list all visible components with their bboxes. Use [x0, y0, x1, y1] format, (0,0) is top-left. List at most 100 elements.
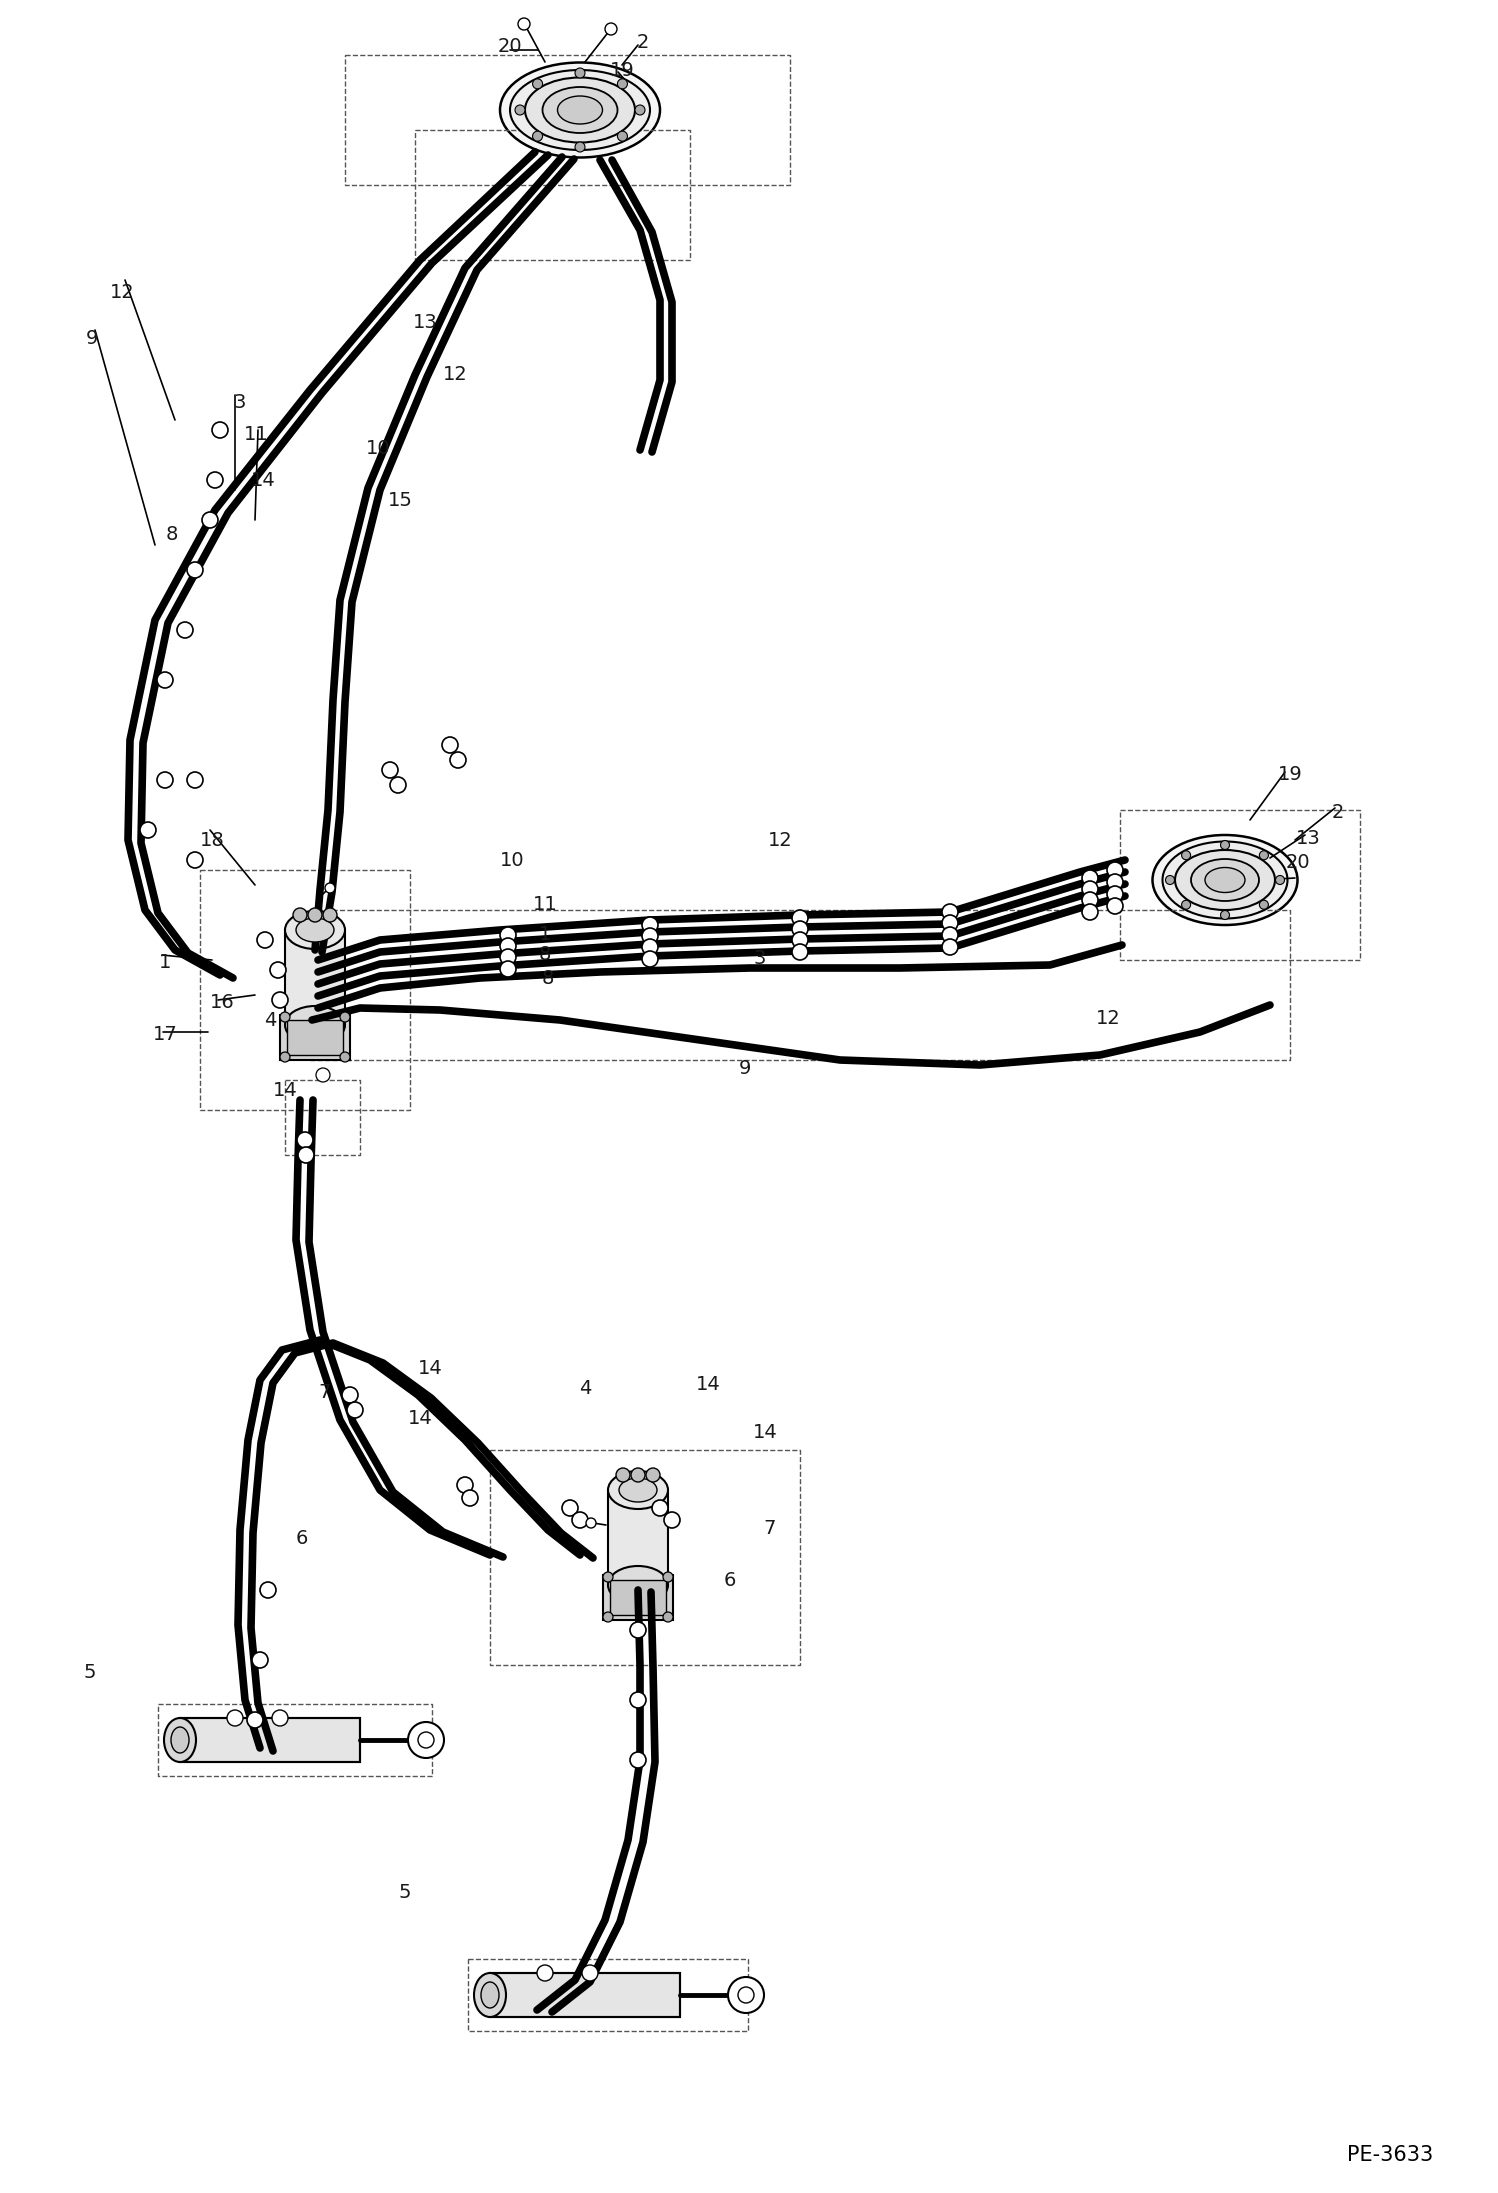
- Circle shape: [631, 1467, 646, 1482]
- Circle shape: [792, 943, 807, 961]
- Text: 20: 20: [1285, 853, 1311, 871]
- Text: 8: 8: [166, 526, 178, 544]
- Ellipse shape: [524, 77, 635, 143]
- Circle shape: [617, 79, 628, 90]
- Circle shape: [1107, 875, 1124, 890]
- Ellipse shape: [542, 88, 617, 134]
- Circle shape: [1182, 851, 1191, 860]
- Circle shape: [324, 908, 337, 921]
- Circle shape: [500, 961, 515, 978]
- Ellipse shape: [297, 919, 334, 943]
- Circle shape: [605, 22, 617, 35]
- Text: 14: 14: [752, 1423, 777, 1441]
- Text: 5: 5: [84, 1662, 96, 1682]
- Text: 16: 16: [210, 993, 234, 1011]
- Circle shape: [1275, 875, 1284, 884]
- Circle shape: [572, 1511, 589, 1529]
- Circle shape: [1221, 840, 1230, 849]
- Circle shape: [457, 1478, 473, 1493]
- Bar: [608, 1489, 668, 1586]
- Text: 17: 17: [153, 1026, 177, 1044]
- Text: 19: 19: [1278, 765, 1302, 785]
- Ellipse shape: [285, 1007, 345, 1044]
- Ellipse shape: [509, 70, 650, 149]
- Text: 10: 10: [500, 851, 524, 868]
- Ellipse shape: [285, 910, 345, 950]
- Ellipse shape: [171, 1728, 189, 1752]
- Circle shape: [252, 1651, 268, 1669]
- Circle shape: [500, 939, 515, 954]
- Text: 12: 12: [1095, 1009, 1121, 1029]
- Circle shape: [617, 132, 628, 140]
- Circle shape: [1107, 897, 1124, 914]
- Text: 1: 1: [539, 925, 551, 945]
- Circle shape: [631, 1623, 646, 1638]
- Text: 14: 14: [250, 471, 276, 489]
- Circle shape: [631, 1752, 646, 1768]
- Circle shape: [187, 561, 204, 579]
- Circle shape: [187, 853, 204, 868]
- Circle shape: [325, 884, 336, 893]
- Circle shape: [664, 1572, 673, 1581]
- Text: 6: 6: [295, 1529, 309, 1548]
- Text: 18: 18: [199, 831, 225, 849]
- Bar: [288, 1020, 343, 1055]
- Ellipse shape: [163, 1717, 196, 1761]
- Circle shape: [536, 1965, 553, 1980]
- Text: 14: 14: [407, 1408, 433, 1428]
- Bar: [604, 1575, 673, 1621]
- Circle shape: [500, 950, 515, 965]
- Circle shape: [646, 1467, 661, 1482]
- Circle shape: [792, 932, 807, 947]
- Circle shape: [1082, 882, 1098, 897]
- Circle shape: [1260, 901, 1269, 910]
- Text: 2: 2: [1332, 803, 1344, 822]
- Ellipse shape: [473, 1974, 506, 2018]
- Circle shape: [342, 1386, 358, 1404]
- Text: 5: 5: [398, 1882, 412, 1901]
- Text: 13: 13: [1296, 829, 1320, 846]
- Circle shape: [1165, 875, 1174, 884]
- Text: 11: 11: [533, 895, 557, 914]
- Text: 3: 3: [234, 393, 246, 412]
- Circle shape: [1107, 886, 1124, 901]
- Circle shape: [575, 68, 586, 79]
- Circle shape: [340, 1053, 351, 1061]
- Circle shape: [942, 939, 959, 954]
- Text: 14: 14: [273, 1081, 298, 1099]
- Circle shape: [309, 908, 322, 921]
- Circle shape: [1107, 862, 1124, 877]
- Circle shape: [533, 79, 542, 90]
- Ellipse shape: [500, 61, 661, 158]
- Text: 13: 13: [412, 311, 437, 331]
- Text: 14: 14: [418, 1357, 442, 1377]
- Circle shape: [258, 932, 273, 947]
- Ellipse shape: [608, 1566, 668, 1603]
- Circle shape: [643, 952, 658, 967]
- Circle shape: [316, 1068, 330, 1081]
- Circle shape: [586, 1518, 596, 1529]
- Circle shape: [942, 928, 959, 943]
- Circle shape: [280, 1011, 291, 1022]
- Text: 12: 12: [442, 366, 467, 384]
- Circle shape: [575, 143, 586, 151]
- Circle shape: [382, 761, 398, 779]
- Circle shape: [461, 1489, 478, 1507]
- Ellipse shape: [1174, 851, 1275, 910]
- Circle shape: [157, 671, 172, 689]
- Text: 9: 9: [85, 329, 99, 346]
- Text: 8: 8: [542, 969, 554, 987]
- Circle shape: [273, 991, 288, 1009]
- Text: 15: 15: [388, 491, 412, 509]
- Ellipse shape: [557, 96, 602, 125]
- Circle shape: [348, 1401, 363, 1419]
- Circle shape: [604, 1572, 613, 1581]
- Circle shape: [280, 1053, 291, 1061]
- Circle shape: [792, 921, 807, 936]
- Ellipse shape: [608, 1472, 668, 1509]
- Text: 14: 14: [695, 1375, 721, 1395]
- Text: 12: 12: [109, 283, 135, 300]
- Circle shape: [228, 1711, 243, 1726]
- Circle shape: [177, 623, 193, 638]
- Ellipse shape: [1204, 868, 1245, 893]
